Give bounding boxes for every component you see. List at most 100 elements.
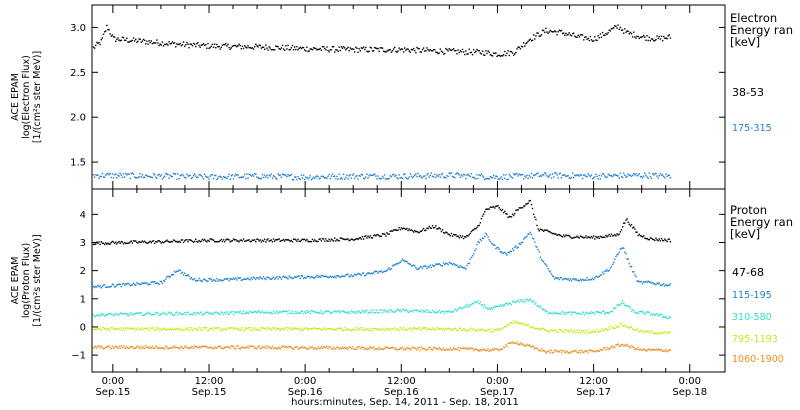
data-point bbox=[282, 239, 285, 241]
data-point bbox=[168, 241, 170, 243]
data-point bbox=[182, 175, 185, 177]
data-point bbox=[364, 178, 366, 180]
data-point bbox=[515, 301, 517, 303]
data-point bbox=[157, 240, 159, 242]
data-point bbox=[362, 238, 365, 240]
data-point bbox=[465, 268, 467, 270]
data-point bbox=[538, 175, 540, 178]
data-point bbox=[375, 270, 377, 273]
data-point bbox=[304, 238, 306, 241]
data-point bbox=[668, 349, 670, 351]
data-point bbox=[520, 242, 523, 244]
data-point bbox=[490, 328, 493, 331]
data-point bbox=[397, 263, 399, 265]
data-point bbox=[577, 174, 579, 176]
data-point bbox=[498, 54, 500, 57]
data-point bbox=[247, 311, 249, 314]
data-point bbox=[378, 50, 380, 53]
data-point bbox=[92, 347, 95, 349]
data-point bbox=[481, 237, 484, 239]
data-point bbox=[238, 347, 240, 350]
data-point bbox=[92, 314, 95, 316]
data-point bbox=[593, 40, 595, 42]
data-point bbox=[395, 50, 397, 53]
data-point bbox=[505, 174, 507, 176]
data-point bbox=[326, 177, 328, 179]
data-point bbox=[147, 283, 149, 286]
data-point bbox=[480, 239, 483, 242]
data-point bbox=[644, 313, 646, 316]
data-point bbox=[589, 279, 592, 281]
data-point bbox=[621, 325, 624, 327]
data-point bbox=[175, 312, 177, 314]
data-point bbox=[623, 172, 625, 174]
data-point bbox=[280, 311, 283, 314]
data-point bbox=[653, 283, 655, 285]
data-point bbox=[559, 349, 562, 352]
data-point bbox=[554, 172, 556, 174]
data-point bbox=[439, 48, 442, 50]
data-point bbox=[248, 173, 250, 175]
data-point bbox=[151, 327, 154, 329]
data-point bbox=[584, 314, 586, 316]
data-point bbox=[487, 328, 489, 331]
data-point bbox=[429, 48, 432, 51]
data-point bbox=[584, 36, 586, 39]
data-point bbox=[301, 177, 304, 180]
data-point bbox=[626, 326, 628, 328]
data-point bbox=[628, 174, 630, 176]
data-point bbox=[444, 329, 446, 331]
data-point bbox=[416, 175, 418, 178]
data-point bbox=[480, 53, 483, 55]
data-point bbox=[203, 345, 206, 348]
data-point bbox=[210, 238, 213, 240]
data-point bbox=[491, 348, 494, 350]
data-point bbox=[245, 346, 247, 349]
data-point bbox=[608, 326, 610, 328]
data-point bbox=[506, 302, 508, 305]
data-point bbox=[496, 55, 498, 58]
data-point bbox=[335, 310, 337, 313]
data-point bbox=[165, 43, 167, 46]
data-point bbox=[182, 274, 185, 276]
data-point bbox=[307, 311, 309, 313]
data-point bbox=[428, 346, 430, 348]
data-point bbox=[312, 240, 315, 242]
data-point bbox=[488, 208, 490, 210]
data-point bbox=[193, 345, 196, 347]
data-point bbox=[192, 279, 195, 281]
data-point bbox=[445, 327, 447, 330]
data-point bbox=[217, 177, 219, 179]
data-point bbox=[123, 176, 126, 178]
data-point bbox=[518, 242, 520, 245]
data-point bbox=[468, 262, 470, 264]
data-point bbox=[571, 237, 574, 239]
data-point bbox=[526, 203, 528, 205]
data-point bbox=[143, 282, 146, 284]
data-point bbox=[415, 173, 417, 175]
data-point bbox=[628, 262, 630, 265]
data-point bbox=[258, 44, 260, 46]
data-point bbox=[304, 49, 306, 51]
data-point bbox=[159, 347, 161, 349]
data-point bbox=[547, 176, 549, 178]
data-point bbox=[663, 350, 665, 352]
data-point bbox=[420, 328, 423, 331]
data-point bbox=[262, 46, 265, 49]
data-point bbox=[272, 310, 275, 312]
data-point bbox=[372, 327, 375, 330]
data-point bbox=[376, 270, 378, 273]
data-point bbox=[639, 176, 642, 178]
data-point bbox=[386, 346, 388, 348]
data-point bbox=[191, 278, 194, 280]
data-point bbox=[535, 327, 537, 330]
data-point bbox=[455, 49, 457, 52]
data-point bbox=[617, 253, 619, 255]
data-point bbox=[537, 172, 539, 175]
data-point bbox=[193, 311, 196, 314]
data-point bbox=[237, 345, 239, 347]
data-point bbox=[100, 287, 102, 289]
data-point bbox=[345, 238, 347, 241]
data-point bbox=[638, 173, 640, 175]
data-point bbox=[366, 173, 368, 175]
